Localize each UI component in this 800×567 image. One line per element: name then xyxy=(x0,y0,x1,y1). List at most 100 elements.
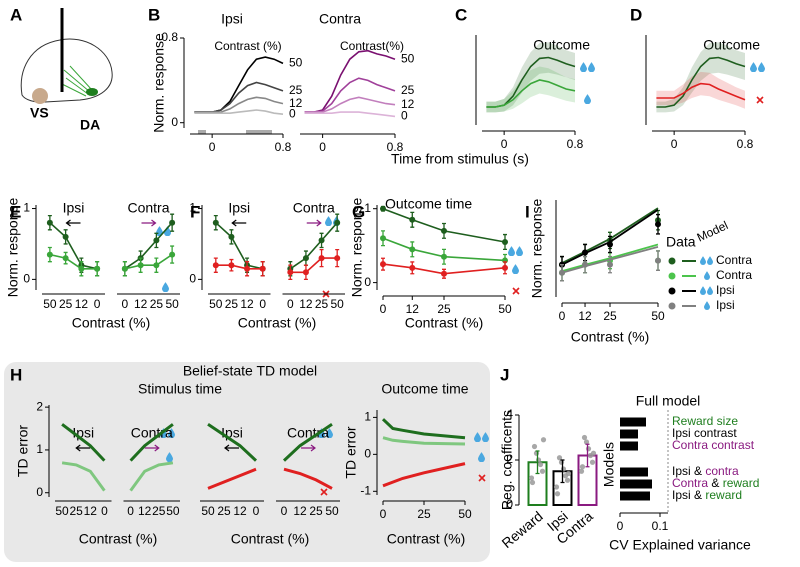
x-tick-label: 50 xyxy=(209,297,223,311)
dot xyxy=(169,251,176,258)
legend-title: Contrast(%) xyxy=(340,39,404,53)
dot xyxy=(655,221,661,228)
x-tick-label: 50 xyxy=(201,504,215,518)
group-arrow xyxy=(141,219,157,227)
x-axis-label: Contrast (%) xyxy=(72,315,151,331)
x-tick-label: 12 xyxy=(578,309,592,323)
group-label: Ipsi xyxy=(228,200,250,216)
dot xyxy=(169,219,176,226)
dot xyxy=(607,241,613,248)
label-part: Ipsi xyxy=(672,464,691,478)
line xyxy=(194,109,284,115)
panel-letter: A xyxy=(10,5,22,24)
series-label: 25 xyxy=(289,83,303,97)
point xyxy=(529,479,536,486)
x-tick-label: 0 xyxy=(94,297,101,311)
legend-title: Data xyxy=(666,234,696,250)
y-axis-label: Norm. response xyxy=(5,197,21,297)
panel-letter: G xyxy=(352,202,365,221)
x-tick-label: 50 xyxy=(43,297,57,311)
model-line xyxy=(561,208,659,266)
outcome-bar xyxy=(246,130,272,134)
label-part: & xyxy=(691,464,706,478)
x-axis-label: Contrast (%) xyxy=(231,531,310,547)
x-tick-label: Reward xyxy=(499,508,546,551)
category-label: Reward size xyxy=(672,414,738,428)
error-band xyxy=(656,42,745,113)
dot xyxy=(441,270,447,277)
series-label: 0 xyxy=(289,106,296,120)
line xyxy=(124,222,173,270)
y-tick-label: 0 xyxy=(36,485,43,499)
line xyxy=(289,222,338,270)
x-tick-label: 12 xyxy=(240,297,254,311)
legend-label: Contra xyxy=(716,268,752,282)
y-axis-label: TD error xyxy=(15,425,31,477)
line xyxy=(290,257,338,274)
x-axis-label: CV Explained variance xyxy=(609,537,751,553)
y-tick-label: 4 xyxy=(506,407,513,421)
label-part: reward xyxy=(705,488,742,502)
point xyxy=(540,437,547,443)
y-axis-label: Norm. response xyxy=(529,198,545,298)
point xyxy=(565,470,572,477)
x-tick-label: 25 xyxy=(315,297,329,311)
bar xyxy=(620,417,646,427)
y-tick-label: 2 xyxy=(506,452,513,466)
category-label: Contra contrast xyxy=(672,438,755,452)
y-tick-label: 2 xyxy=(36,399,43,413)
y-tick-label: 1 xyxy=(36,442,43,456)
x-tick-label: 12 xyxy=(134,297,148,311)
x-tick-label: 0 xyxy=(380,302,387,316)
dot xyxy=(78,265,85,272)
line xyxy=(49,222,98,270)
line xyxy=(282,423,333,462)
bar xyxy=(620,467,648,477)
dot xyxy=(334,219,341,226)
panel-letter: F xyxy=(190,202,200,221)
y-axis-label: Norm. response xyxy=(349,197,365,297)
x-tick-label: 0.8 xyxy=(737,137,754,151)
group-arrow xyxy=(306,219,322,227)
y-tick-label: 0 xyxy=(189,272,196,286)
dot xyxy=(302,255,309,262)
legend-dot xyxy=(668,287,676,295)
dot xyxy=(380,205,386,212)
x-axis-label: Contrast (%) xyxy=(571,329,650,345)
dot xyxy=(153,237,160,244)
dot xyxy=(62,255,69,262)
error-band xyxy=(656,71,745,109)
dot xyxy=(655,257,661,264)
x-tick-label: 0 xyxy=(101,504,108,518)
chart-title: Outcome time xyxy=(385,196,472,212)
dot xyxy=(94,265,101,272)
point xyxy=(590,450,597,456)
series-label: 12 xyxy=(289,96,303,110)
line xyxy=(61,423,106,462)
dot xyxy=(62,233,69,240)
point xyxy=(583,439,590,445)
dot xyxy=(318,237,325,244)
region-label: DA xyxy=(80,117,100,133)
group-label: Ipsi xyxy=(221,425,243,441)
line xyxy=(382,237,506,262)
category-label: Ipsi & reward xyxy=(672,488,742,502)
group-arrow xyxy=(144,444,160,452)
x-tick-label: 12 xyxy=(293,504,307,518)
x-axis-label: Contrast (%) xyxy=(238,315,317,331)
x-tick-label: 0.8 xyxy=(275,140,292,154)
legend-label: Ipsi xyxy=(716,283,735,297)
panel-letter: I xyxy=(525,202,530,221)
x-tick-label: 50 xyxy=(458,507,472,521)
category-label: Contra & reward xyxy=(672,476,759,490)
category-label: Ipsi contrast xyxy=(672,426,737,440)
y-tick-label: -1 xyxy=(360,483,371,497)
chart-title: Belief-state TD model xyxy=(183,363,317,379)
label-part: Reward size xyxy=(672,414,738,428)
dot xyxy=(46,251,53,258)
line xyxy=(382,462,466,488)
dot xyxy=(380,235,386,242)
dot xyxy=(409,216,416,223)
line xyxy=(656,56,746,108)
